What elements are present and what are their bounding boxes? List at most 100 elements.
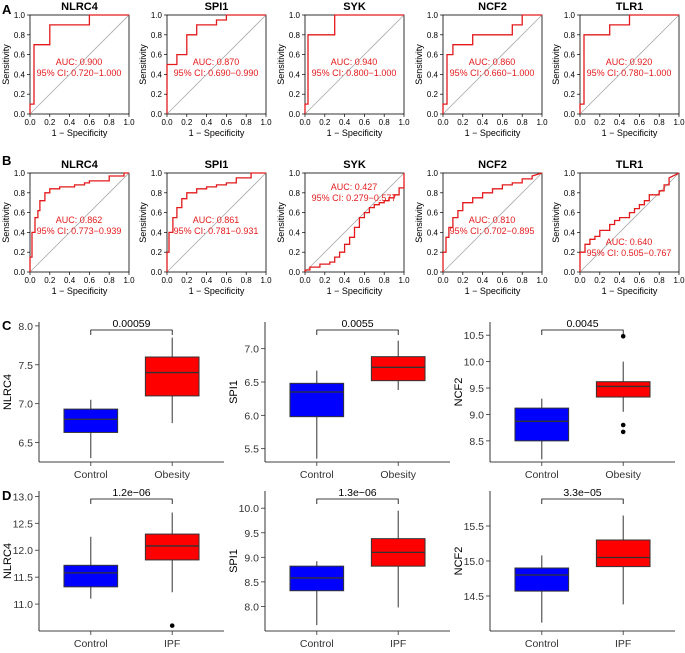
auc-ci: 95% CI: 0.781−0.931 <box>174 226 259 236</box>
y-tick-label: 0.0 <box>564 268 576 277</box>
reference-diagonal <box>29 14 130 115</box>
auc-value: AUC: 0.810 <box>469 215 516 225</box>
x-tick-label: 0.2 <box>44 276 56 285</box>
x-tick-label: Obesity <box>154 469 190 481</box>
y-tick-label: 0.4 <box>151 228 163 237</box>
significance-bracket <box>541 498 624 504</box>
chart-title: SPI1 <box>205 1 229 13</box>
roc-curve <box>29 14 129 114</box>
x-tick-label: 0.2 <box>181 118 193 127</box>
y-axis-label: NCF2 <box>453 547 465 576</box>
x-tick-label: 0.0 <box>161 276 173 285</box>
y-tick-label: 5.5 <box>244 444 259 456</box>
panel-label-d: D <box>2 488 11 503</box>
x-tick-label: 1.0 <box>673 118 685 127</box>
y-tick-label: 0.6 <box>14 51 26 60</box>
box-ipf <box>595 539 651 568</box>
y-tick-label: 8.5 <box>469 436 484 448</box>
x-axis-label: 1 − Specificity <box>327 128 383 138</box>
y-tick-label: 6.5 <box>244 377 259 389</box>
x-tick-label: 0.8 <box>104 118 116 127</box>
y-tick-label: 7.5 <box>18 360 33 372</box>
y-tick-label: 0.0 <box>289 110 301 119</box>
y-tick-label: 10.5 <box>464 330 485 342</box>
y-tick-label: 0.2 <box>427 90 439 99</box>
x-tick-label: 0.6 <box>359 276 371 285</box>
box-obesity <box>370 356 426 382</box>
reference-diagonal <box>579 14 680 115</box>
x-tick-label: 0.2 <box>319 118 331 127</box>
y-tick-label: 0.2 <box>14 90 26 99</box>
y-tick-label: 1.0 <box>14 169 26 178</box>
x-tick-label: 0.2 <box>457 118 469 127</box>
y-tick-label: 8.0 <box>18 321 33 333</box>
x-tick-label: 0.4 <box>339 118 351 127</box>
y-tick-label: 11.5 <box>13 572 33 584</box>
auc-ci: 95% CI: 0.505−0.767 <box>587 248 672 258</box>
x-tick-label: 1.0 <box>123 276 135 285</box>
y-tick-label: 0.8 <box>151 31 163 40</box>
roc-curve <box>304 173 405 272</box>
y-tick-label: 9.0 <box>244 552 259 564</box>
y-tick-label: 0.8 <box>289 189 301 198</box>
x-tick-label: IPF <box>615 638 631 650</box>
y-axis-label: SPI1 <box>228 380 240 404</box>
x-tick-label: 0.6 <box>497 118 509 127</box>
x-tick-label: Control <box>74 638 108 650</box>
y-tick-label: 7.0 <box>18 399 33 411</box>
x-tick-label: 0.0 <box>437 118 449 127</box>
y-tick-label: 0.4 <box>289 70 301 79</box>
auc-value: AUC: 0.862 <box>56 215 103 225</box>
p-value-label: 0.0055 <box>341 318 373 330</box>
x-tick-label: 1.0 <box>260 118 272 127</box>
y-tick-label: 0.2 <box>289 248 301 257</box>
roc-curve <box>579 172 680 272</box>
x-tick-label: 0.0 <box>574 276 586 285</box>
y-tick-label: 0.8 <box>14 189 26 198</box>
y-tick-label: 12.5 <box>13 518 34 530</box>
y-tick-label: 0.6 <box>289 209 301 218</box>
x-tick-label: Control <box>300 638 334 650</box>
roc-curve <box>166 172 266 272</box>
x-tick-label: 0.8 <box>379 118 391 127</box>
y-tick-label: 0.2 <box>289 90 301 99</box>
y-axis-label: Sensitivity <box>414 44 424 85</box>
y-tick-label: 8.5 <box>244 577 259 589</box>
auc-ci: 95% CI: 0.773−0.939 <box>37 226 122 236</box>
y-axis-label: Sensitivity <box>414 202 424 243</box>
y-axis-label: Sensitivity <box>276 44 286 85</box>
y-tick-label: 0.8 <box>14 31 26 40</box>
chart-a-syk: SYK 0.00.0 0.2 0.2 0.4 0.4 0.6 0.6 0.8 0.8 1.0 1.0 1… <box>276 1 410 138</box>
x-tick-label: 0.0 <box>24 276 36 285</box>
y-tick-label: 0.2 <box>151 90 163 99</box>
x-tick-label: Control <box>300 469 334 481</box>
x-tick-label: 0.8 <box>654 118 666 127</box>
x-tick-label: 0.6 <box>359 118 371 127</box>
x-tick-label: 0.4 <box>201 276 213 285</box>
y-tick-label: 0.8 <box>427 31 439 40</box>
y-tick-label: 0.0 <box>151 110 163 119</box>
box-control <box>63 408 119 433</box>
y-tick-label: 0.6 <box>151 51 163 60</box>
y-tick-label: 1.0 <box>564 169 576 178</box>
p-value-label: 3.3e−05 <box>563 487 601 499</box>
x-tick-label: 0.0 <box>437 276 449 285</box>
y-axis-label: Sensitivity <box>138 44 148 85</box>
y-tick-label: 0.4 <box>564 228 576 237</box>
chart-d-spi1: 8.0 8.5 9.0 9.5 10.0 SPI1 Control IPF 1.3e−06 <box>228 487 450 650</box>
outlier-point <box>620 422 626 428</box>
significance-bracket <box>90 498 173 504</box>
x-tick-label: 0.0 <box>574 118 586 127</box>
x-tick-label: 0.2 <box>594 276 606 285</box>
outlier-point <box>620 429 626 435</box>
y-tick-label: 0.2 <box>14 248 26 257</box>
x-axis-label: 1 − Specificity <box>465 128 521 138</box>
y-axis-label: NLRC4 <box>2 543 14 579</box>
y-tick-label: 0.0 <box>289 268 301 277</box>
chart-title: TLR1 <box>616 159 644 171</box>
chart-title: SYK <box>343 159 366 171</box>
x-tick-label: Obesity <box>380 469 416 481</box>
y-tick-label: 0.8 <box>289 31 301 40</box>
x-tick-label: 0.6 <box>497 276 509 285</box>
y-tick-label: 0.6 <box>151 209 163 218</box>
